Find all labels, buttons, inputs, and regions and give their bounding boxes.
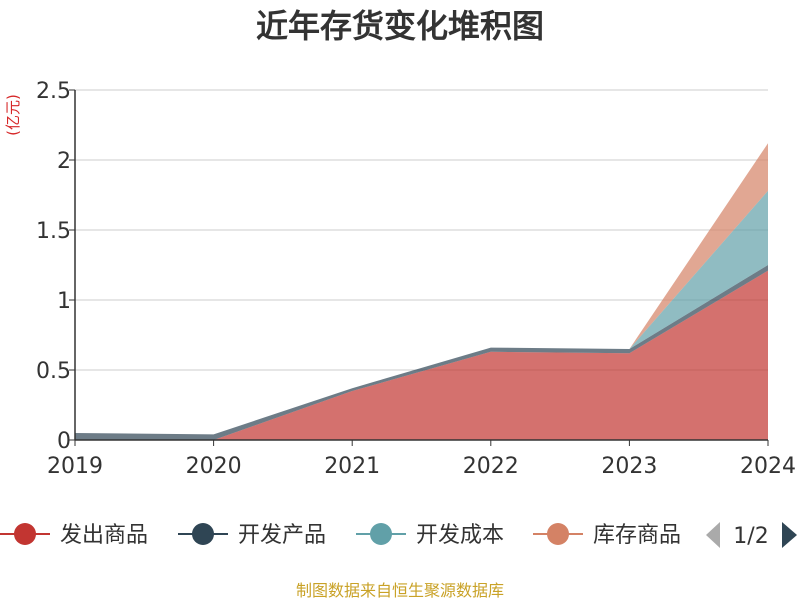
- legend-label: 发出商品: [60, 523, 148, 548]
- legend-pager: 1/2: [706, 522, 797, 549]
- legend-label: 开发成本: [416, 523, 504, 548]
- x-tick-label: 2023: [601, 454, 657, 479]
- x-tick-label: 2019: [47, 454, 103, 479]
- legend-item[interactable]: 开发产品: [178, 523, 326, 548]
- legend-item[interactable]: 开发成本: [356, 523, 504, 548]
- legend-page-indicator: 1/2: [733, 524, 768, 549]
- y-tick-label: 0.5: [36, 359, 71, 384]
- legend-label: 库存商品: [593, 523, 681, 548]
- area-1: [75, 270, 768, 440]
- legend-marker: [14, 523, 36, 545]
- legend-item[interactable]: 发出商品: [0, 523, 148, 548]
- y-tick-label: 0: [57, 429, 71, 454]
- legend-next-icon[interactable]: [782, 522, 797, 548]
- area-2: [75, 265, 768, 440]
- x-tick-label: 2021: [324, 454, 380, 479]
- axes: 0 0.5 1 1.5 2 2.5 2019 2020 2021 2022 2023 2024: [36, 79, 796, 479]
- legend-marker: [192, 523, 214, 545]
- legend-item[interactable]: 库存商品: [533, 523, 681, 548]
- y-tick-label: 1.5: [36, 219, 71, 244]
- chart-title: 近年存货变化堆积图: [256, 7, 544, 45]
- x-tick-label: 2022: [463, 454, 519, 479]
- stacked-areas: [75, 143, 768, 440]
- data-source: 制图数据来自恒生聚源数据库: [296, 581, 504, 600]
- x-tick-label: 2024: [740, 454, 796, 479]
- legend-marker: [547, 523, 569, 545]
- legend-marker: [370, 523, 392, 545]
- legend-label: 开发产品: [238, 523, 326, 548]
- y-tick-label: 1: [57, 289, 71, 314]
- y-axis-unit: (亿元): [4, 94, 22, 136]
- y-tick-label: 2: [57, 149, 71, 174]
- x-tick-label: 2020: [186, 454, 242, 479]
- legend: 发出商品 开发产品 开发成本 库存商品: [0, 523, 681, 548]
- legend-prev-icon[interactable]: [706, 522, 720, 548]
- y-tick-label: 2.5: [36, 79, 71, 104]
